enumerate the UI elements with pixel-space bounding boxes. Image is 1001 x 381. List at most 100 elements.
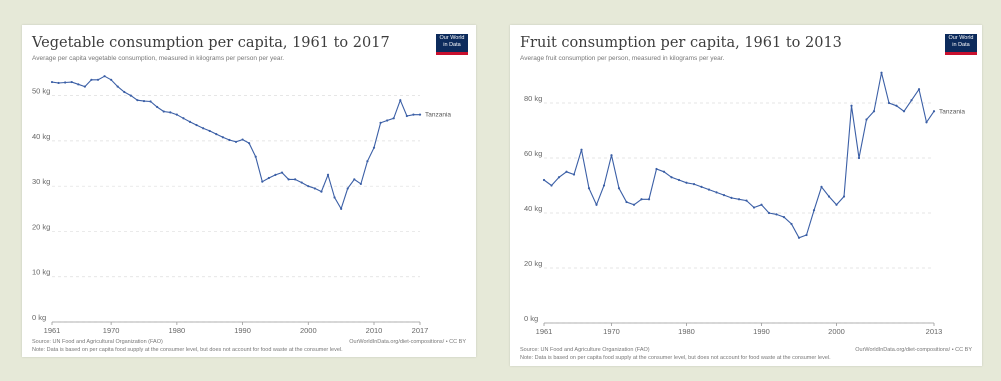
data-point — [333, 196, 336, 199]
data-point — [340, 207, 343, 210]
data-point — [542, 178, 546, 182]
data-point — [782, 216, 786, 219]
data-point — [887, 101, 891, 105]
data-point — [90, 78, 93, 81]
chart-subtitle: Average per capita vegetable consumption… — [32, 55, 285, 62]
data-point — [149, 100, 152, 103]
y-tick-label: 10 kg — [32, 268, 50, 277]
y-tick-label: 80 kg — [524, 94, 542, 103]
data-point — [700, 185, 703, 188]
x-tick-label: 2000 — [300, 326, 317, 335]
data-point — [412, 113, 415, 116]
data-point — [625, 200, 628, 204]
data-point — [662, 170, 666, 173]
data-point — [632, 203, 636, 206]
data-point — [670, 176, 673, 179]
data-point — [116, 85, 119, 88]
y-tick-label: 50 kg — [32, 87, 50, 96]
data-point — [580, 148, 583, 151]
data-point — [169, 111, 172, 114]
data-point — [386, 119, 389, 122]
data-point — [215, 133, 218, 136]
data-point — [287, 178, 290, 181]
logo-line-2: in Data — [952, 42, 970, 48]
chart-source: Source: UN Food and Agriculture Organiza… — [520, 347, 650, 353]
data-point — [572, 173, 576, 176]
data-point — [827, 195, 831, 198]
y-tick-label: 0 kg — [524, 314, 538, 323]
data-point — [767, 211, 771, 215]
data-point — [294, 178, 297, 181]
data-point — [300, 181, 303, 184]
data-point — [917, 88, 921, 91]
data-point — [96, 78, 100, 81]
chart-license[interactable]: OurWorldInData.org/diet-compositions/ • … — [349, 339, 466, 345]
chart-license[interactable]: OurWorldInData.org/diet-compositions/ • … — [855, 347, 972, 353]
y-tick-label: 40 kg — [524, 204, 542, 213]
vegetable-line-chart: 0 kg 10 kg 20 kg 30 kg 40 kg 50 kg 1961 1970 198… — [32, 75, 451, 335]
data-point — [234, 140, 238, 143]
data-point — [617, 187, 621, 190]
data-point — [248, 142, 251, 145]
data-point — [737, 198, 741, 201]
data-point — [655, 167, 658, 171]
data-point — [910, 99, 913, 102]
logo-line-1: Our World — [948, 35, 974, 41]
data-point — [932, 110, 936, 113]
data-point — [77, 83, 80, 86]
data-point — [895, 104, 898, 107]
data-point — [136, 99, 139, 102]
data-point — [595, 203, 598, 206]
y-tick-label: 0 kg — [32, 313, 46, 322]
fruit-line-chart: 0 kg 20 kg 40 kg 60 kg 80 kg 1961 1970 1980 1990… — [524, 71, 965, 336]
data-point — [610, 154, 613, 157]
data-point — [254, 155, 257, 158]
x-tick-label: 1961 — [536, 327, 553, 336]
data-point — [730, 196, 733, 199]
data-point — [835, 203, 838, 206]
data-point — [221, 136, 224, 139]
data-point — [797, 236, 801, 239]
chart-note: Note: Data is based on per capita food s… — [520, 355, 831, 361]
data-point — [57, 81, 60, 85]
data-point — [418, 113, 422, 116]
data-point — [366, 160, 369, 163]
data-point — [129, 94, 132, 97]
data-point — [83, 85, 86, 88]
chart-title: Vegetable consumption per capita, 1961 t… — [32, 35, 390, 51]
y-tick-label: 30 kg — [32, 177, 50, 186]
y-tick-label: 40 kg — [32, 132, 50, 141]
x-tick-label: 1970 — [103, 326, 120, 335]
x-tick-label: 1980 — [169, 326, 186, 335]
data-point — [902, 110, 906, 113]
owid-logo[interactable]: Our World in Data — [436, 34, 468, 55]
owid-logo[interactable]: Our World in Data — [945, 34, 977, 55]
y-tick-label: 60 kg — [524, 149, 542, 158]
data-point — [208, 129, 211, 133]
data-point — [405, 114, 408, 118]
data-point — [587, 187, 591, 190]
data-point — [379, 121, 382, 124]
chart-source: Source: UN Food and Agricultural Organiz… — [32, 339, 163, 345]
data-point — [745, 199, 748, 202]
data-point — [110, 78, 113, 81]
data-point — [647, 198, 651, 201]
data-point — [175, 113, 178, 116]
data-point — [677, 178, 681, 182]
x-tick-label: 1970 — [603, 327, 620, 336]
data-point — [241, 138, 244, 141]
chart-note: Note: Data is based on per capita food s… — [32, 347, 343, 353]
data-point — [865, 118, 868, 121]
data-point — [752, 206, 756, 209]
data-point — [307, 185, 310, 188]
x-tick-label: 2013 — [926, 327, 943, 336]
data-point — [123, 90, 126, 94]
x-tick-label: 2000 — [828, 327, 845, 336]
chart-subtitle: Average fruit consumption per person, me… — [520, 55, 725, 62]
data-point — [880, 71, 883, 74]
data-point — [550, 184, 553, 187]
data-point — [202, 127, 205, 130]
x-tick-label: 1961 — [44, 326, 61, 335]
data-point — [320, 190, 323, 193]
data-point — [156, 105, 159, 109]
